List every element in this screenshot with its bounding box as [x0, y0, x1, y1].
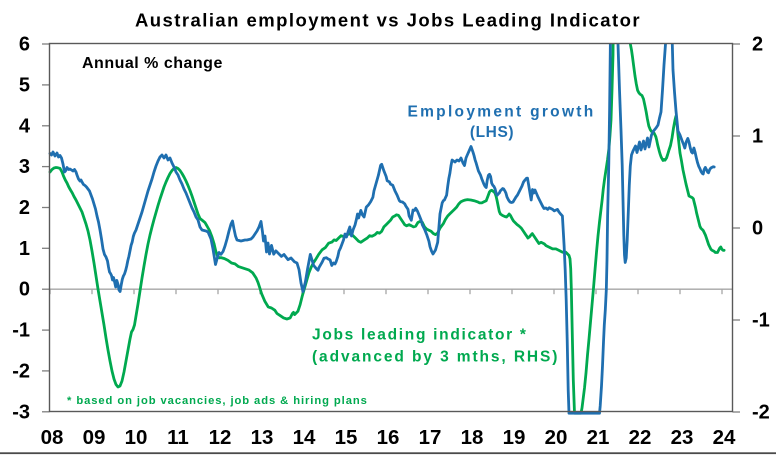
svg-text:0: 0 — [752, 218, 763, 240]
svg-text:2: 2 — [19, 197, 30, 219]
svg-text:6: 6 — [19, 34, 30, 56]
svg-text:-1: -1 — [752, 310, 770, 332]
svg-text:5: 5 — [19, 74, 30, 96]
svg-text:Jobs leading indicator *: Jobs leading indicator * — [312, 326, 528, 343]
svg-text:1: 1 — [752, 126, 763, 148]
svg-text:19: 19 — [503, 426, 526, 449]
svg-text:08: 08 — [41, 426, 64, 449]
svg-text:12: 12 — [209, 426, 232, 449]
svg-text:17: 17 — [419, 426, 442, 449]
svg-text:-2: -2 — [752, 402, 770, 424]
svg-text:10: 10 — [125, 426, 148, 449]
svg-text:21: 21 — [587, 426, 610, 449]
svg-text:(advanced by 3 mths, RHS): (advanced by 3 mths, RHS) — [312, 349, 559, 366]
svg-text:1: 1 — [19, 238, 30, 260]
svg-text:-3: -3 — [12, 401, 30, 423]
svg-text:16: 16 — [377, 426, 400, 449]
svg-text:24: 24 — [713, 426, 736, 449]
svg-text:2: 2 — [752, 34, 763, 56]
svg-text:11: 11 — [167, 426, 189, 449]
svg-text:23: 23 — [671, 426, 694, 449]
svg-text:-1: -1 — [12, 320, 30, 342]
svg-text:* based on job vacancies, job: * based on job vacancies, job ads & hiri… — [67, 395, 368, 407]
svg-text:4: 4 — [19, 115, 31, 137]
svg-text:15: 15 — [335, 426, 358, 449]
svg-text:13: 13 — [251, 426, 274, 449]
svg-text:0: 0 — [19, 279, 30, 301]
svg-text:(LHS): (LHS) — [470, 124, 514, 141]
svg-text:Australian employment vs Jobs: Australian employment vs Jobs Leading In… — [135, 10, 641, 31]
svg-text:09: 09 — [83, 426, 106, 449]
svg-text:18: 18 — [461, 426, 484, 449]
svg-text:Employment growth: Employment growth — [407, 103, 595, 120]
svg-text:20: 20 — [545, 426, 568, 449]
svg-text:22: 22 — [629, 426, 652, 449]
svg-text:Annual % change: Annual % change — [82, 55, 223, 72]
svg-text:3: 3 — [19, 156, 30, 178]
svg-text:14: 14 — [293, 426, 316, 449]
svg-text:-2: -2 — [12, 360, 30, 382]
